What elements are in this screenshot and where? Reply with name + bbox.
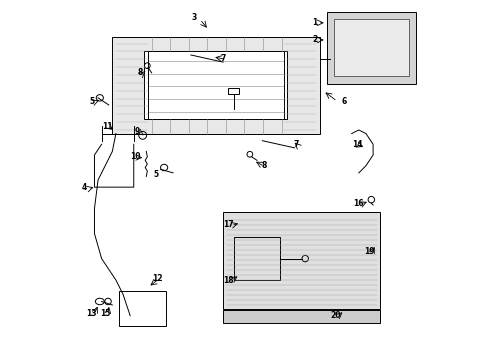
Text: 5: 5 xyxy=(153,170,159,179)
Text: 7: 7 xyxy=(220,54,225,63)
Bar xyxy=(223,310,380,323)
Text: 8: 8 xyxy=(137,68,142,77)
Text: 4: 4 xyxy=(81,183,87,192)
Text: 7: 7 xyxy=(293,140,298,149)
Text: 17: 17 xyxy=(223,220,233,229)
Text: 20: 20 xyxy=(330,311,340,320)
Text: 11: 11 xyxy=(102,122,112,131)
Text: 5: 5 xyxy=(89,97,94,106)
Text: 13: 13 xyxy=(86,310,97,319)
Text: 10: 10 xyxy=(130,152,141,161)
Text: 2: 2 xyxy=(312,35,317,44)
Text: 1: 1 xyxy=(312,18,317,27)
Text: 14: 14 xyxy=(351,140,362,149)
Text: 15: 15 xyxy=(100,310,110,319)
Text: 9: 9 xyxy=(134,127,140,136)
Polygon shape xyxy=(333,19,408,76)
Text: 16: 16 xyxy=(353,199,364,208)
Bar xyxy=(119,291,165,327)
Polygon shape xyxy=(326,12,415,84)
Polygon shape xyxy=(144,51,287,119)
Text: 8: 8 xyxy=(261,161,266,170)
Text: 3: 3 xyxy=(191,13,197,22)
Text: 18: 18 xyxy=(223,275,233,284)
Text: 19: 19 xyxy=(364,247,374,256)
Text: 6: 6 xyxy=(341,97,346,106)
Polygon shape xyxy=(112,37,319,134)
Bar xyxy=(228,88,239,94)
Text: 12: 12 xyxy=(151,274,162,283)
Polygon shape xyxy=(223,212,380,309)
Bar xyxy=(233,237,280,280)
